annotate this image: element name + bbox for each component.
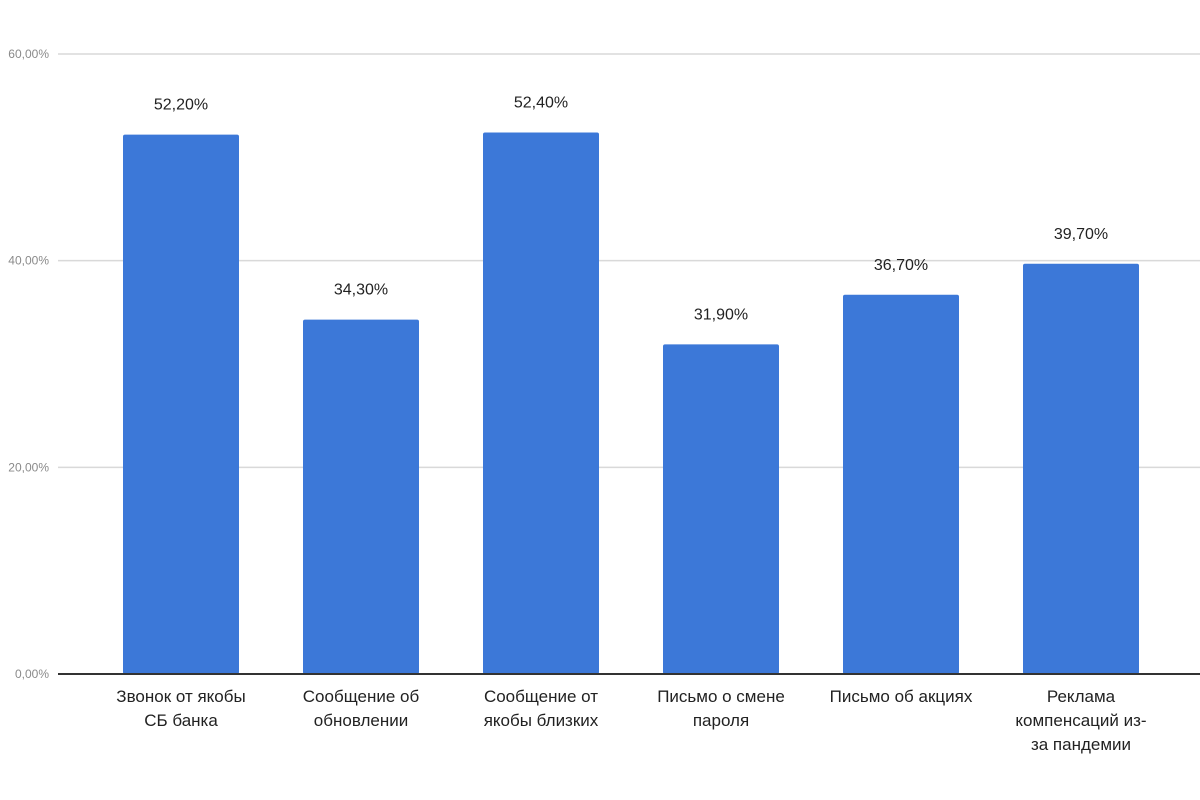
data-label: 52,20% bbox=[154, 97, 208, 114]
data-label: 36,70% bbox=[874, 257, 928, 274]
data-labels: 52,20% 34,30% 52,40% 31,90% 36,70% 39,70% bbox=[154, 95, 1108, 324]
category-label: Письмо об акциях bbox=[830, 687, 973, 706]
category-label: Сообщение от якобы близких bbox=[484, 687, 599, 730]
category-labels: Звонок от якобы СБ банка Сообщение об обнов… bbox=[116, 687, 1146, 754]
bar bbox=[483, 132, 599, 675]
data-label: 34,30% bbox=[334, 282, 388, 299]
bar bbox=[843, 294, 959, 674]
bar bbox=[123, 134, 239, 675]
y-tick-label: 40,00% bbox=[8, 254, 49, 268]
y-tick-label: 60,00% bbox=[8, 47, 49, 61]
category-label: Письмо о смене пароля bbox=[657, 687, 785, 730]
data-label: 31,90% bbox=[694, 306, 748, 323]
gridlines bbox=[58, 53, 1200, 469]
category-label: Сообщение об обновлении bbox=[303, 687, 420, 730]
y-axis-tick-labels: 0,00% 20,00% 40,00% 60,00% bbox=[8, 47, 49, 681]
bar bbox=[1023, 263, 1139, 674]
bar bbox=[663, 344, 779, 674]
category-label: Звонок от якобы СБ банка bbox=[116, 687, 245, 730]
data-label: 39,70% bbox=[1054, 226, 1108, 243]
bars bbox=[123, 132, 1139, 675]
category-label: Реклама компенсаций из-за пандемии bbox=[1015, 687, 1146, 754]
bar bbox=[303, 319, 419, 674]
y-tick-label: 20,00% bbox=[8, 460, 49, 474]
data-label: 52,40% bbox=[514, 95, 568, 112]
y-tick-label: 0,00% bbox=[15, 667, 49, 681]
